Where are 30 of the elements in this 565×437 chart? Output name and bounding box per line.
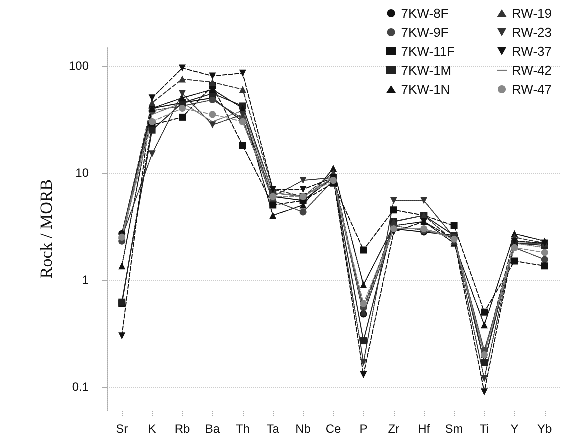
x-tick-label: Rb [174, 422, 190, 436]
x-tick-label: K [148, 422, 156, 436]
legend-label: 7KW-9F [401, 25, 449, 40]
x-tick-label: Ce [326, 422, 342, 436]
legend-label: 7KW-1N [401, 82, 450, 97]
x-tick-label: Ta [266, 422, 280, 436]
x-tick-label: Th [236, 422, 250, 436]
x-tick-label: Ba [205, 422, 220, 436]
x-tick-label: Yb [538, 422, 553, 436]
x-tick-label: Nb [296, 422, 312, 436]
x-tick-label: P [360, 422, 368, 436]
legend-label: RW-19 [512, 6, 552, 21]
x-tick-label: Hf [418, 422, 431, 436]
legend-label: 7KW-8F [401, 6, 449, 21]
x-tick-label: Sm [445, 422, 464, 436]
legend-label: RW-37 [512, 44, 552, 59]
legend-label: RW-47 [512, 82, 552, 97]
y-tick-label: 0.1 [72, 380, 90, 394]
x-tick-label: Sr [116, 422, 128, 436]
x-tick-label: Zr [388, 422, 400, 436]
legend-label: 7KW-1M [401, 63, 452, 78]
y-tick-label: 1 [82, 273, 90, 288]
x-tick-label: Y [510, 422, 519, 436]
legend-label: RW-23 [512, 25, 552, 40]
x-tick-label: Ti [480, 422, 490, 436]
legend-label: 7KW-11F [401, 44, 456, 59]
y-axis-title: Rock / MORB [37, 179, 56, 279]
y-tick-label: 10 [76, 166, 90, 180]
y-tick-label: 100 [68, 58, 90, 73]
legend-label: RW-42 [512, 63, 552, 78]
